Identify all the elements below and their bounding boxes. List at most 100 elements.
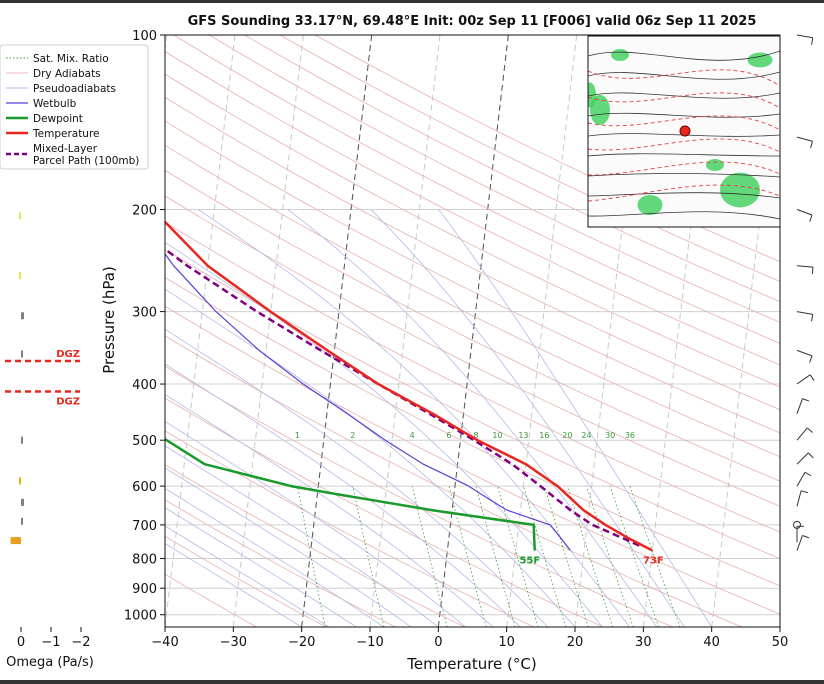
- x-tick-label: 0: [434, 635, 442, 650]
- dry-adiabat: [165, 120, 780, 434]
- dgz-label: DGZ: [56, 396, 80, 407]
- pseudoadiabat: [165, 445, 439, 627]
- wind-barb-staff: [796, 490, 802, 507]
- inset-thickness-line: [588, 92, 780, 109]
- wind-barb-flag: [804, 471, 812, 477]
- inset-content: [588, 49, 780, 220]
- dry-adiabat: [165, 73, 780, 388]
- dry-adiabat: [165, 248, 780, 560]
- x-tick-label: 10: [498, 635, 515, 650]
- wind-barb-flag: [810, 141, 813, 149]
- omega-bar: [21, 436, 23, 444]
- surface-dewpoint-label: 55F: [519, 556, 540, 567]
- dry-adiabat: [165, 195, 780, 507]
- omega-tick-label: −1: [41, 635, 60, 650]
- legend-label: Parcel Path (100mb): [33, 155, 139, 167]
- inset-thickness-line: [588, 138, 780, 153]
- dry-adiabat: [165, 535, 327, 627]
- wind-barb-staff: [796, 136, 813, 142]
- frame-bottom-border: [0, 680, 824, 684]
- dry-adiabat: [165, 96, 780, 411]
- legend-box: [0, 44, 149, 170]
- legend-label: Dry Adiabats: [33, 68, 101, 80]
- legend-label: Wetbulb: [33, 98, 77, 110]
- pseudoadiabat: [165, 328, 548, 627]
- x-tick-label: −40: [151, 635, 178, 650]
- inset-precip-area: [611, 49, 629, 61]
- dry-adiabat: [279, 35, 780, 282]
- dry-adiabat: [165, 51, 780, 366]
- dry-adiabat: [244, 35, 780, 303]
- legend-label: Sat. Mix. Ratio: [33, 53, 109, 65]
- dry-adiabat: [165, 499, 396, 627]
- isotherm-line: [506, 35, 578, 627]
- inset-precip-area: [747, 52, 773, 68]
- y-tick-label: 400: [132, 378, 157, 393]
- dry-adiabat: [165, 365, 673, 627]
- axes: 73F 55F −40 −30 −20 −10 0 10 20 30 40 50 100 200 300 40…: [124, 29, 788, 650]
- mixing-ratio-label: 13: [518, 431, 528, 440]
- mixing-ratio-label: 4: [410, 431, 415, 440]
- plot-frame: [164, 34, 781, 628]
- mixing-ratio-label: 36: [625, 431, 635, 440]
- series-mixed-layer-parcel-path-100mb: [165, 247, 640, 547]
- wind-barb-staff: [796, 209, 813, 216]
- key-isotherm-line: [437, 35, 509, 627]
- wind-barb-flag: [809, 214, 813, 222]
- y-tick-label: 500: [132, 434, 157, 449]
- x-tick-label: 20: [567, 635, 584, 650]
- y-tick-label: 300: [132, 306, 157, 321]
- wind-barb-flag: [809, 374, 815, 381]
- mixing-ratio-line: [609, 485, 660, 627]
- legend-label: Mixed-Layer: [33, 143, 98, 155]
- x-axis-label: Temperature (°C): [406, 655, 536, 673]
- wind-barb-flag: [811, 267, 814, 275]
- inset-isobar: [588, 71, 780, 80]
- pseudoadiabat: [165, 288, 576, 627]
- omega-bar: [21, 350, 23, 358]
- inset-isobar: [588, 112, 780, 118]
- wind-barb-staff: [796, 265, 813, 268]
- omega-panel: 0 −1 −2 DGZ DGZ: [5, 212, 91, 650]
- dry-adiabat: [165, 144, 780, 458]
- y-tick-label: 200: [132, 204, 157, 219]
- wind-barb-staff: [796, 472, 806, 487]
- wind-barb-staff: [796, 398, 803, 414]
- y-tick-label: 1000: [124, 609, 157, 624]
- chart-title: GFS Sounding 33.17°N, 69.48°E Init: 00z …: [188, 14, 757, 29]
- inset-isobar: [588, 153, 780, 157]
- isotherm-line: [165, 35, 236, 627]
- mixing-ratio-label: 20: [562, 431, 572, 440]
- pseudoadiabat: [287, 209, 658, 627]
- pseudoadiabat: [165, 241, 603, 627]
- wind-barb-flag: [807, 452, 814, 459]
- wind-barb-flag: [806, 427, 813, 433]
- inset-thickness-line: [588, 184, 780, 202]
- y-tick-label: 700: [132, 519, 157, 534]
- x-tick-label: 30: [635, 635, 652, 650]
- y-tick-label: 800: [132, 553, 157, 568]
- inset-isobar: [588, 50, 780, 61]
- wind-barb-flag: [811, 314, 814, 322]
- mixing-ratio-label: 16: [539, 431, 549, 440]
- dry-adiabat: [165, 335, 742, 627]
- dry-adiabat: [208, 35, 780, 323]
- wind-barb-staff: [796, 311, 813, 315]
- omega-bar: [19, 272, 21, 280]
- pseudoadiabat: [165, 467, 412, 627]
- mixing-ratio-line: [629, 485, 681, 627]
- inset-isobar: [588, 211, 780, 220]
- dry-adiabat: [165, 221, 780, 533]
- mixing-ratio-line: [297, 486, 326, 627]
- mixing-ratio-label: 10: [492, 431, 502, 440]
- wind-barb-staff: [796, 452, 809, 465]
- mixing-ratio-line: [544, 485, 589, 627]
- wind-barb-staff: [796, 374, 811, 385]
- pseudoadiabat: [165, 394, 494, 627]
- wind-barb-flag: [809, 355, 813, 363]
- inset-precip-area: [706, 159, 724, 171]
- plot-series: [165, 220, 653, 552]
- wind-barb-staff: [796, 349, 813, 357]
- dry-adiabat: [165, 169, 780, 482]
- mixing-ratio-line: [567, 485, 614, 627]
